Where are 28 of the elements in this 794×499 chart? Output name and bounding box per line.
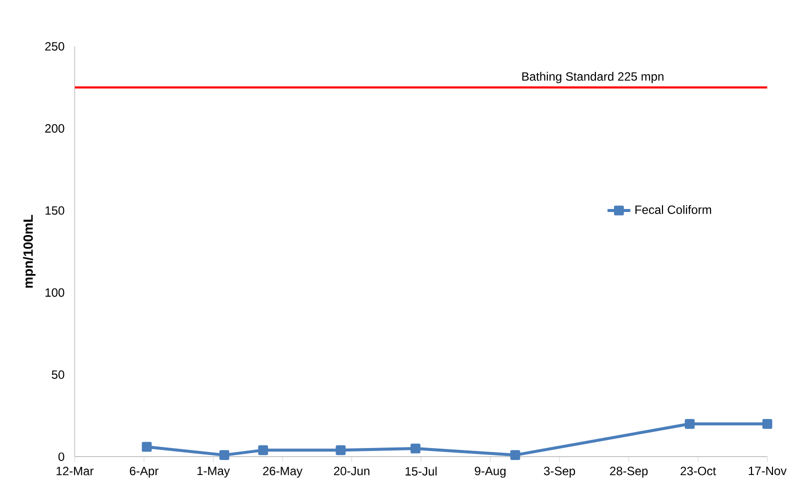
x-tick-label: 23-Oct [680,466,716,476]
x-tick-label: 3-Sep [544,466,576,478]
x-tick-label: 26-May [263,466,303,478]
point [258,444,268,455]
y-tick-label: 200 [45,124,64,132]
point [684,418,695,429]
y-tick-label: 50 [52,370,64,379]
ref-line-label: Bathing Standard 225 mpn [522,72,664,83]
x-tick-label: 1-May [197,466,230,478]
x-tick-label: 9-Aug [474,466,506,478]
point [510,450,520,460]
y-tick-label: 100 [46,288,64,297]
point [410,443,420,454]
point [336,444,346,455]
legend-label: Fecal Coliform [635,204,712,214]
x-tick-label: 6-Apr [130,466,158,478]
y-tick-label: 0 [58,452,64,461]
x-tick-label: 15-Jul [406,466,437,476]
x-tick-label: 17-Nov [748,466,787,475]
point [762,418,772,429]
point [142,442,152,452]
x-tick-label: 20-Jun [334,466,370,476]
x-tick-label: 12-Mar [56,466,94,476]
x-tick-label: 28-Sep [610,466,648,478]
y-tick-label: 150 [46,206,64,215]
point [219,450,230,460]
y-axis-title: mpn/100mL [23,214,36,288]
y-tick-label: 250 [45,42,64,50]
